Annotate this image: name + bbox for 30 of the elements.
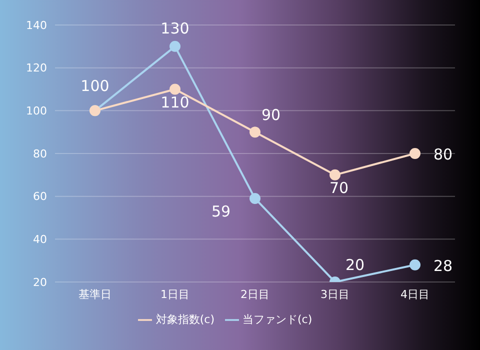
data-label: 90 bbox=[261, 106, 281, 124]
y-tick-label: 80 bbox=[33, 147, 47, 160]
x-tick-label: 1日目 bbox=[160, 288, 190, 301]
point bbox=[250, 126, 260, 138]
y-tick-label: 60 bbox=[33, 190, 47, 204]
data-label: 20 bbox=[345, 256, 365, 274]
point bbox=[170, 84, 180, 95]
y-tick-label: 120 bbox=[26, 62, 47, 75]
y-tick-label: 20 bbox=[33, 276, 47, 289]
data-label: 80 bbox=[433, 146, 453, 164]
x-tick-label: 3日目 bbox=[320, 288, 350, 301]
y-tick-label: 40 bbox=[33, 233, 47, 246]
y-tick-label: 100 bbox=[26, 104, 47, 118]
point bbox=[330, 169, 340, 180]
x-tick-label: 基準日 bbox=[78, 288, 112, 301]
x-tick-label: 2日目 bbox=[240, 288, 270, 301]
point bbox=[410, 148, 420, 159]
data-label: 70 bbox=[329, 179, 349, 198]
data-label: 59 bbox=[211, 202, 231, 221]
legend-label: 対象指数(c) bbox=[156, 313, 214, 326]
data-label: 130 bbox=[160, 20, 190, 38]
data-label: 100 bbox=[80, 76, 110, 95]
data-label: 110 bbox=[160, 93, 190, 112]
data-label: 28 bbox=[433, 256, 453, 275]
point bbox=[250, 192, 260, 204]
point bbox=[410, 259, 420, 270]
x-tick-label: 4日目 bbox=[400, 288, 430, 301]
point bbox=[170, 40, 180, 52]
y-tick-label: 140 bbox=[26, 18, 47, 32]
legend-label: 当ファンド(c) bbox=[242, 313, 312, 326]
